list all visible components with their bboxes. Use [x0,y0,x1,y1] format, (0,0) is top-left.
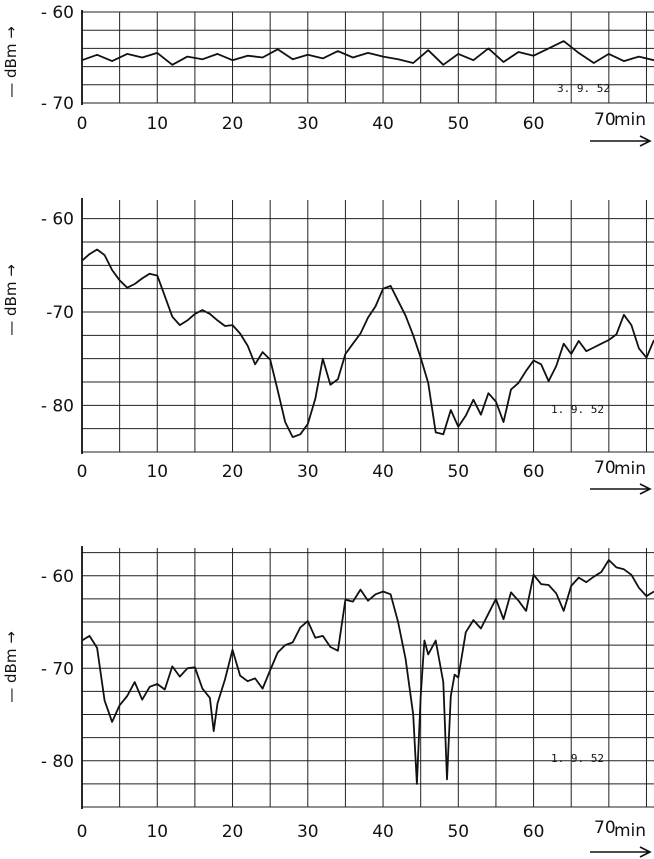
y-axis-label: — dBm → [2,26,20,98]
y-tick-label: - 60 [41,3,74,23]
x-tick-label: 50 [447,114,469,134]
series-line [81,40,654,66]
y-tick-label: - 80 [41,396,74,416]
x-tick-label: 40 [372,114,394,134]
series-line [81,559,654,785]
date-label: 1. 9. 52 [551,752,604,765]
x-unit-label: min [614,459,646,479]
date-label: 1. 9. 52 [551,403,604,416]
chart-panel-3: 0 10 20 30 40 50 60 70 - 60 - 70 - 80 — dBm → 1. … [2,546,654,858]
x-direction-arrow [590,483,652,495]
x-tick-label: 10 [146,822,168,842]
x-tick-label: 60 [523,114,545,134]
x-tick-label: 70 [594,458,616,478]
x-tick-label: 20 [222,462,244,482]
x-tick-labels: 0 10 20 30 40 50 60 70 [77,458,616,482]
y-tick-labels: - 60 -70 - 80 [41,210,74,417]
y-axis-label: — dBm → [2,264,20,336]
y-tick-labels: - 60 - 70 - 80 [41,567,74,772]
x-tick-label: 20 [222,822,244,842]
x-tick-label: 30 [297,462,319,482]
date-label: 3. 9. 52 [557,82,610,95]
x-unit-label: min [614,821,646,841]
x-tick-label: 30 [297,114,319,134]
x-tick-labels: 0 10 20 30 40 50 60 70 [77,818,616,842]
x-direction-arrow [590,846,652,858]
chart-panel-2: 0 10 20 30 40 50 60 70 - 60 -70 - 80 — dBm → 1. 9… [2,198,654,495]
x-tick-label: 50 [447,462,469,482]
x-tick-label: 40 [372,822,394,842]
grid [81,10,654,105]
y-axis-label: — dBm → [2,631,20,703]
x-tick-label: 60 [523,822,545,842]
x-tick-label: 0 [77,462,88,482]
chart-panel-1: 0 10 20 30 40 50 60 70 - 60 - 70 — dBm → 3. 9. 5… [2,3,654,147]
x-tick-label: 20 [222,114,244,134]
grid [81,198,654,454]
series-line [81,248,654,438]
x-tick-label: 0 [77,114,88,134]
x-tick-label: 70 [594,110,616,130]
x-tick-label: 0 [77,822,88,842]
x-direction-arrow [590,135,652,147]
x-tick-labels: 0 10 20 30 40 50 60 70 [77,110,616,134]
x-tick-label: 50 [447,822,469,842]
y-tick-labels: - 60 - 70 [41,3,74,114]
x-tick-label: 70 [594,818,616,838]
x-tick-label: 40 [372,462,394,482]
y-tick-label: -70 [46,303,74,323]
y-tick-label: - 70 [41,94,74,114]
y-tick-label: - 70 [41,659,74,679]
x-tick-label: 10 [146,462,168,482]
y-tick-label: - 60 [41,567,74,587]
x-tick-label: 30 [297,822,319,842]
x-tick-label: 10 [146,114,168,134]
y-tick-label: - 60 [41,210,74,230]
x-unit-label: min [614,110,646,130]
y-tick-label: - 80 [41,752,74,772]
x-tick-label: 60 [523,462,545,482]
